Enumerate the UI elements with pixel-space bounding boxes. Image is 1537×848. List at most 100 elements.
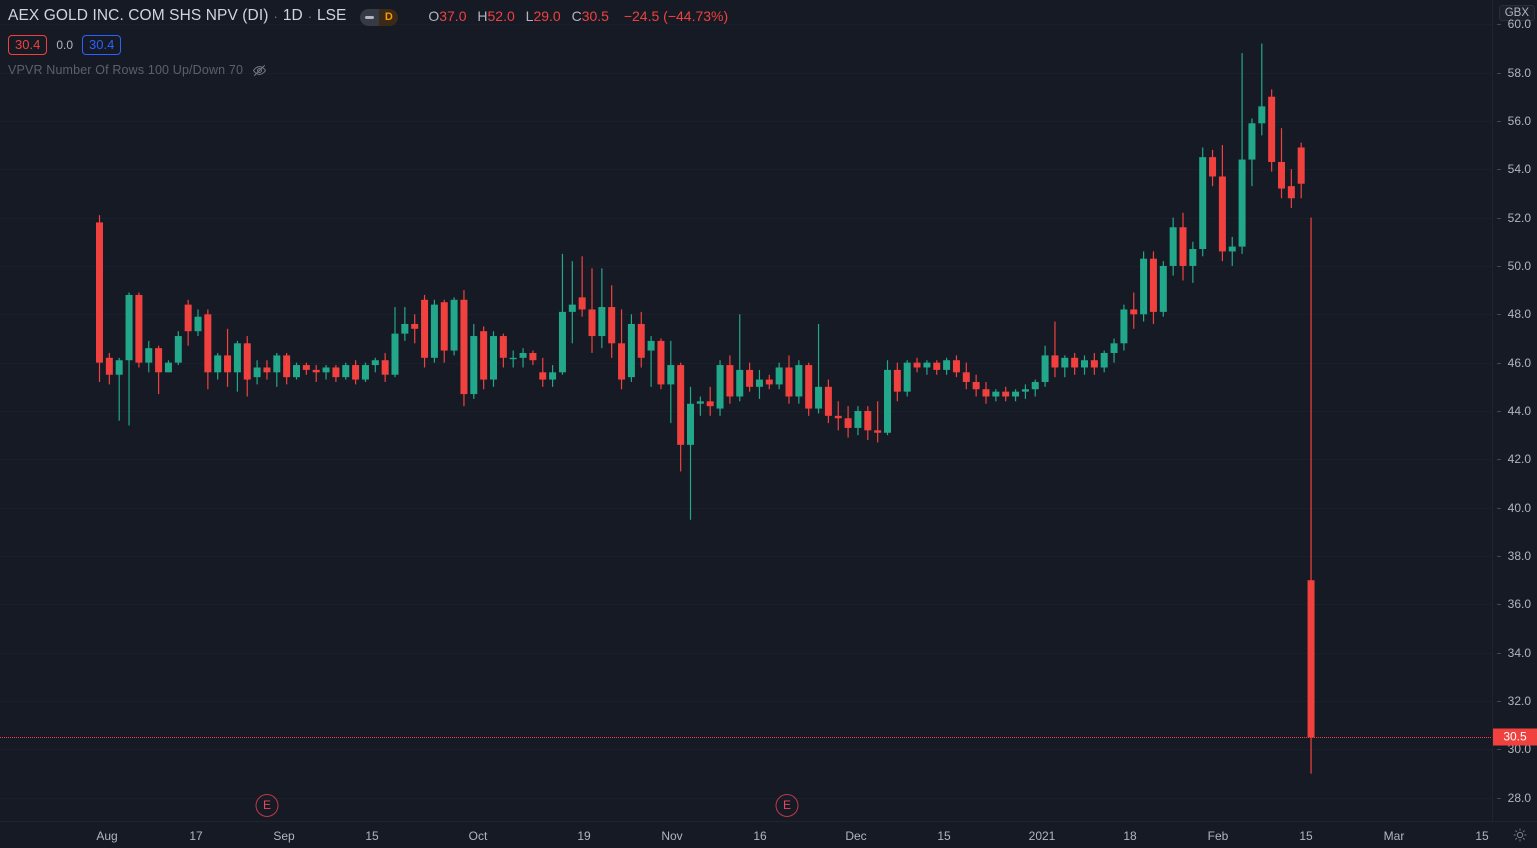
time-tick: 15 — [1299, 829, 1313, 843]
price-tick: 40.0 — [1496, 500, 1531, 515]
candle-body — [647, 340, 655, 351]
gridline — [0, 652, 1493, 654]
candle-body — [657, 340, 665, 385]
price-tick: 36.0 — [1496, 597, 1531, 612]
gridline — [0, 507, 1493, 509]
candle-body — [273, 355, 281, 373]
candle-body — [1130, 309, 1138, 315]
candle-body — [204, 314, 212, 373]
currency-badge[interactable]: GBX — [1498, 5, 1535, 21]
candle-body — [854, 411, 862, 428]
candle-body — [687, 403, 694, 445]
candle-body — [184, 304, 192, 332]
chart-settings-icon[interactable] — [1512, 827, 1528, 843]
candle-body — [667, 365, 675, 385]
candle-body — [1238, 159, 1246, 247]
price-scale[interactable]: GBX 30.5 60.0 58.0 56.0 54.0 52.0 50.0 48.0 46.… — [1492, 0, 1537, 822]
price-tick: 48.0 — [1496, 307, 1531, 322]
candle-body — [224, 355, 232, 373]
candle-body — [1169, 227, 1177, 266]
candle-wick — [571, 261, 573, 344]
price-tick: 58.0 — [1496, 65, 1531, 80]
candle-body — [1218, 176, 1226, 252]
candle-body — [815, 386, 823, 409]
candle-body — [864, 411, 872, 431]
price-tick: 34.0 — [1496, 645, 1531, 660]
gridline — [0, 749, 1493, 751]
candle-body — [322, 367, 330, 373]
candle-body — [1120, 309, 1128, 344]
candle-body — [125, 294, 133, 361]
candle-wick — [699, 396, 701, 416]
candle-body — [352, 365, 360, 380]
candle-body — [421, 299, 429, 358]
time-tick: Aug — [96, 829, 118, 843]
price-tick: 28.0 — [1496, 790, 1531, 805]
candle-body — [1149, 258, 1157, 312]
price-tick: 38.0 — [1496, 549, 1531, 564]
earnings-marker[interactable]: E — [255, 794, 279, 817]
candle-body — [135, 294, 143, 363]
candle-body — [1189, 249, 1197, 266]
candle-body — [164, 362, 172, 373]
candle-body — [1287, 186, 1295, 199]
candle-body — [1110, 343, 1118, 353]
candle-body — [96, 222, 103, 363]
grid-layer — [0, 0, 1493, 822]
time-tick: 2021 — [1028, 829, 1056, 843]
time-tick: Feb — [1207, 829, 1229, 843]
candle-body — [332, 367, 340, 378]
candle-body — [1278, 161, 1285, 189]
candle-body — [1100, 352, 1108, 368]
candle-wick — [1241, 53, 1243, 254]
candle-wick — [817, 323, 820, 414]
time-tick: Mar — [1383, 829, 1405, 843]
candle-body — [913, 362, 921, 368]
candle-body — [775, 367, 783, 385]
candle-body — [1140, 258, 1148, 315]
earnings-marker[interactable]: E — [775, 794, 799, 817]
candle-body — [1051, 355, 1059, 368]
candle-body — [302, 365, 310, 370]
time-tick: 18 — [1123, 829, 1137, 843]
candle-body — [194, 316, 202, 332]
gridline — [0, 556, 1493, 558]
candle-body — [105, 357, 113, 375]
time-tick: 17 — [189, 829, 203, 843]
candle-body — [145, 348, 153, 363]
price-tick: 32.0 — [1496, 694, 1531, 709]
candle-body — [1031, 381, 1039, 390]
candlestick-series — [96, 43, 1315, 774]
candle-body — [824, 386, 832, 416]
price-tick: 50.0 — [1496, 258, 1531, 273]
candle-body — [1021, 389, 1029, 392]
gridline — [0, 411, 1493, 412]
candle-body — [903, 362, 911, 392]
candle-body — [174, 336, 182, 363]
candle-body — [214, 355, 222, 373]
candle-body — [1228, 246, 1236, 252]
candle-body — [342, 365, 350, 378]
candle-wick — [118, 357, 120, 421]
candle-body — [923, 362, 931, 368]
candle-body — [1248, 123, 1256, 160]
gridline — [0, 797, 1493, 799]
candle-body — [943, 360, 951, 370]
candle-body — [1268, 96, 1276, 162]
time-scale[interactable]: Aug 17 Sep 15 Oct 19 Nov 16 Dec 15 2021 18 Feb 15 Mar 1… — [0, 821, 1537, 848]
candle-body — [568, 304, 576, 312]
candle-body — [529, 352, 537, 361]
candle-body — [962, 372, 970, 382]
candle-body — [578, 297, 586, 310]
candle-wick — [1054, 321, 1056, 378]
candle-wick — [414, 314, 416, 344]
time-tick: 19 — [577, 829, 591, 843]
candle-body — [726, 365, 734, 397]
candle-body — [293, 365, 300, 378]
last-price-badge: 30.5 — [1493, 728, 1537, 746]
candle-body — [992, 391, 1000, 397]
candle-wick — [877, 401, 879, 443]
candle-body — [490, 336, 497, 380]
